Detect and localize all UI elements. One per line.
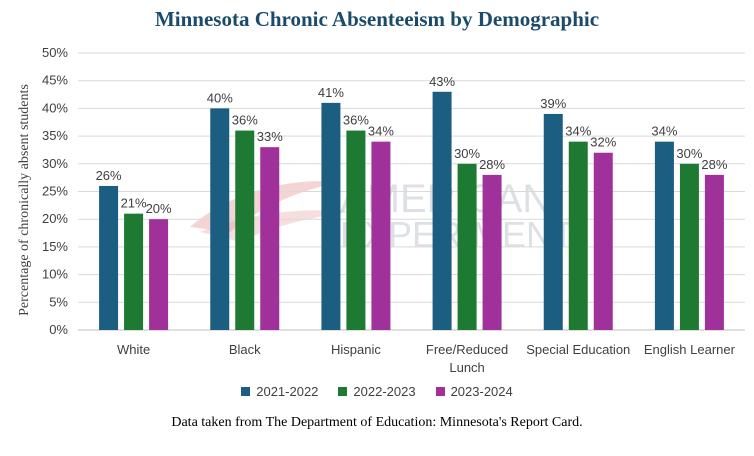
bar [346,130,366,330]
y-tick-label: 20% [42,211,68,226]
data-label: 26% [96,168,122,183]
bar [457,163,477,330]
legend-label: 2023-2024 [450,384,513,399]
chart-title: Minnesota Chronic Absenteeism by Demogra… [154,7,600,31]
gridlines [78,52,745,331]
bar [568,141,588,330]
bar [432,91,452,330]
x-tick-label: Free/Reduced [426,342,508,357]
data-label: 30% [676,146,702,161]
legend-swatch [435,387,445,396]
bar [543,113,563,330]
bar [99,185,119,330]
data-label: 34% [651,124,677,139]
x-tick-label: Black [229,342,261,357]
data-label: 36% [232,113,258,128]
bar [210,108,230,331]
bar [704,174,724,330]
data-label: 21% [121,196,147,211]
bar [260,147,280,330]
data-labels: 26%21%20%40%36%33%41%36%34%43%30%28%39%3… [96,74,728,216]
data-label: 20% [146,201,172,216]
x-tick-label: English Learner [644,342,736,357]
data-label: 40% [207,90,233,105]
bar [124,213,144,330]
x-tick-label: White [117,342,150,357]
y-tick-label: 40% [42,100,68,115]
data-label: 39% [540,96,566,111]
data-label: 30% [454,146,480,161]
y-tick-label: 10% [42,267,68,282]
legend-item-2021-2022: 2021-2022 [241,384,318,399]
legend-label: 2021-2022 [256,384,319,399]
bar [235,130,255,330]
y-tick-label: 25% [42,184,68,199]
bar [482,174,502,330]
data-label: 36% [343,113,369,128]
source-note: Data taken from The Department of Educat… [171,415,583,430]
data-label: 43% [429,74,455,89]
legend-label: 2022-2023 [353,384,416,399]
data-label: 34% [368,124,394,139]
data-label: 34% [565,124,591,139]
bars [99,91,724,331]
data-label: 41% [318,85,344,100]
data-label: 28% [479,157,505,172]
y-tick-labels: 0% 5% 10% 15% 20% 25% 30% 35% 40% 45% 50% [42,45,68,337]
x-tick-label: Lunch [449,360,484,375]
bar [321,102,341,330]
legend-item-2022-2023: 2022-2023 [338,384,416,399]
bar [679,163,699,330]
y-tick-label: 30% [42,156,68,171]
bar [149,219,169,330]
y-tick-label: 5% [49,294,68,309]
y-tick-label: 45% [42,73,68,88]
bar [371,141,391,330]
legend-item-2023-2024: 2023-2024 [435,384,513,399]
legend-swatch [241,387,251,396]
y-tick-label: 15% [42,239,68,254]
bar [654,141,674,330]
x-tick-labels: White Black Hispanic Free/Reduced Lunch Speci… [117,342,736,375]
y-tick-label: 35% [42,128,68,143]
bar [593,152,613,330]
x-tick-label: Hispanic [331,342,381,357]
data-label: 33% [257,129,283,144]
y-tick-label: 0% [49,322,68,337]
data-label: 32% [590,135,616,150]
x-tick-label: Special Education [526,342,630,357]
data-label: 28% [701,157,727,172]
legend-swatch [338,387,348,396]
y-tick-label: 50% [42,45,68,60]
legend: 2021-2022 2022-2023 2023-2024 [0,384,754,399]
